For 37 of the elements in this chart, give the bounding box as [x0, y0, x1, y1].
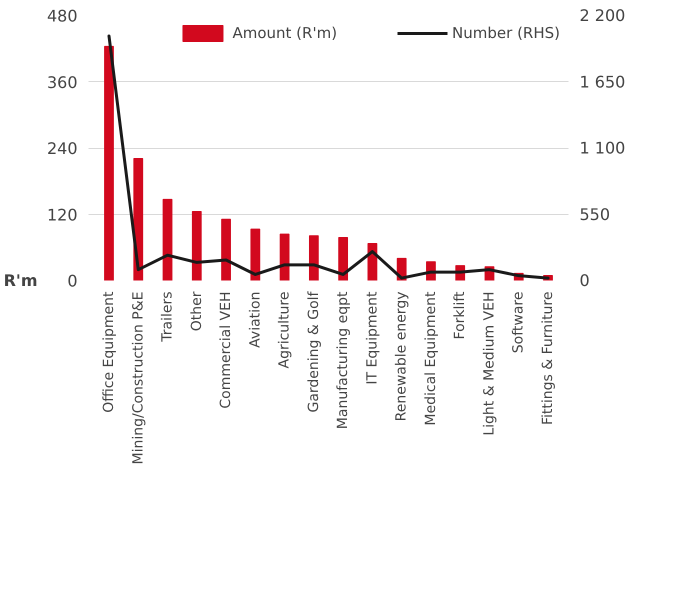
bar — [221, 218, 231, 280]
x-tick-label: Software — [510, 291, 527, 354]
bar — [192, 210, 202, 280]
x-tick-label: Trailers — [160, 291, 176, 343]
bar — [308, 235, 319, 280]
x-tick-label: Renewable energy — [394, 291, 410, 422]
legend-label: Number (RHS) — [452, 24, 560, 42]
y2-tick-label: 550 — [580, 204, 610, 224]
x-tick-label: Fittings & Furniture — [540, 291, 556, 426]
y-tick-label: 240 — [46, 139, 78, 158]
y-tick-label: 120 — [46, 205, 78, 224]
legend-label: Amount (R'm) — [232, 24, 338, 42]
y2-tick-label: 1 650 — [580, 72, 626, 92]
x-tick-label: Aviation — [247, 292, 264, 348]
x-tick-label: Gardening & Golf — [306, 290, 322, 413]
x-tick-label: Forklift — [452, 290, 468, 340]
x-tick-label: Commercial VEH — [218, 291, 234, 409]
bar — [104, 46, 114, 280]
x-tick-label: Agriculture — [276, 291, 293, 368]
x-tick-label: Office Equipment — [100, 290, 117, 413]
y2-tick-label: 2 200 — [580, 6, 626, 25]
y-axis-title: R'm — [4, 271, 38, 290]
x-tick-label: Medical Equipment — [422, 290, 439, 426]
y-tick-label: 480 — [46, 6, 78, 26]
y2-tick-label: 0 — [580, 271, 590, 290]
y-tick-label: 0 — [67, 272, 78, 290]
x-tick-label: Other — [188, 291, 205, 332]
bar — [338, 236, 348, 280]
x-tick-label: Manufacturing eqpt — [335, 290, 352, 430]
x-tick-label: Mining/Construction P&E — [130, 291, 146, 465]
bar — [162, 198, 172, 280]
x-tick-label: Light & Medium VEH — [481, 291, 498, 436]
y2-tick-label: 1 100 — [580, 138, 626, 158]
bar — [280, 234, 290, 280]
bar — [250, 228, 260, 280]
x-tick-label: IT Equipment — [364, 290, 380, 385]
y-tick-label: 360 — [46, 72, 78, 92]
